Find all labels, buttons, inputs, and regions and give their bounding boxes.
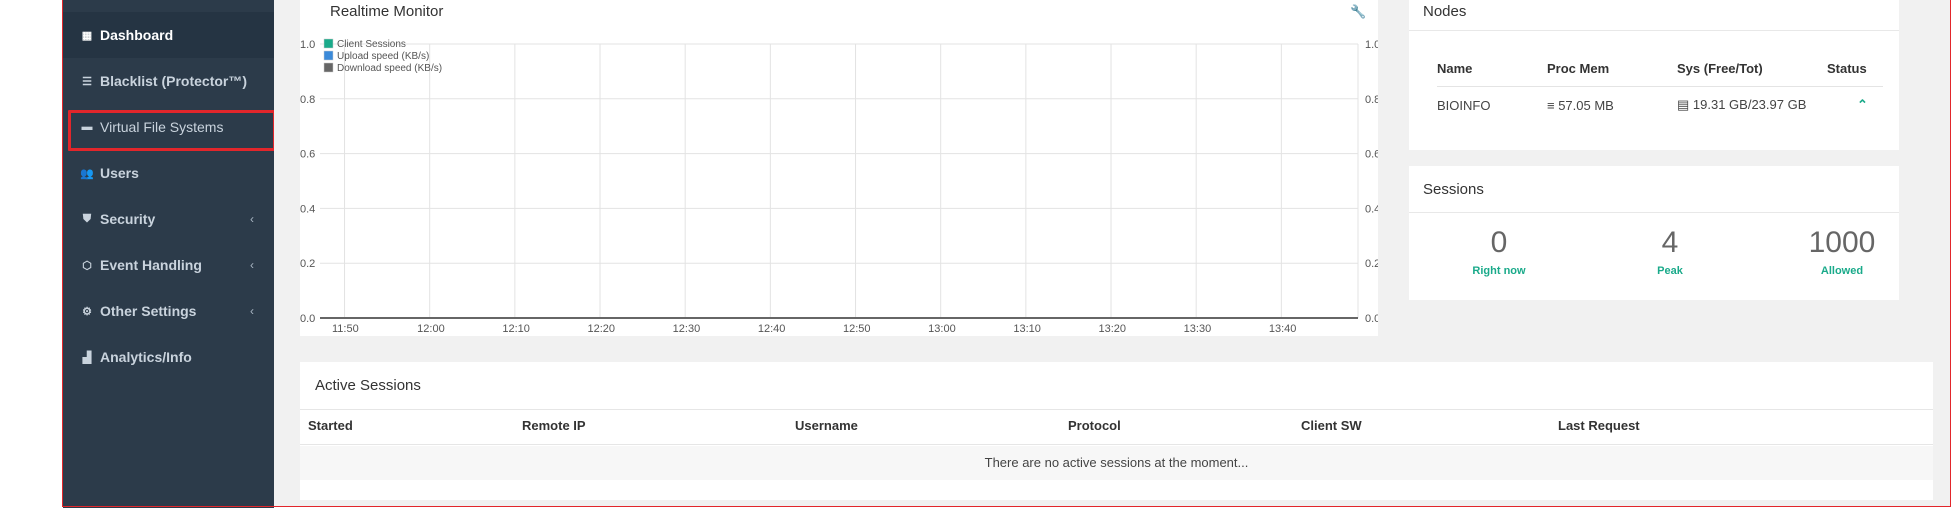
- x-tick-label: 13:30: [1184, 323, 1212, 335]
- y-tick-label-left: 0.0: [300, 313, 315, 325]
- list-icon: ☰: [82, 75, 92, 88]
- col-last-request: Last Request: [1558, 418, 1640, 433]
- x-tick-label: 12:00: [417, 323, 445, 335]
- sessions-allowed-value: 1000: [1808, 226, 1876, 259]
- col-proc-mem: Proc Mem: [1547, 60, 1610, 76]
- y-tick-label-right: 0.2: [1365, 258, 1378, 270]
- col-protocol: Protocol: [1068, 418, 1121, 433]
- nodes-table: Name Proc Mem Sys (Free/Tot) Status BIOI…: [1437, 50, 1883, 123]
- sessions-panel: Sessions 0 Right now 4 Peak 1000 Allowed: [1409, 166, 1899, 300]
- folder-icon: ▬: [81, 121, 93, 133]
- sidebar-item-virtual-file-systems[interactable]: ▬ Virtual File Systems: [63, 104, 274, 150]
- legend-label: Client Sessions: [337, 39, 406, 50]
- col-client-sw: Client SW: [1301, 418, 1362, 433]
- col-username: Username: [795, 418, 858, 433]
- x-tick-label: 12:30: [673, 323, 701, 335]
- node-proc-mem: 57.05 MB: [1558, 97, 1614, 113]
- sidebar-item-security[interactable]: ⛊ Security ‹: [63, 196, 274, 242]
- legend-swatch: [323, 38, 334, 49]
- panel-title: Active Sessions: [315, 377, 421, 394]
- col-sys: Sys (Free/Tot): [1677, 60, 1763, 76]
- sessions-now-label: Right now: [1472, 265, 1526, 277]
- panel-title: Realtime Monitor: [330, 3, 444, 20]
- table-row: BIOINFO ≡ 57.05 MB ▤ 19.31 GB/23.97 GB ⌃: [1437, 86, 1883, 123]
- x-tick-label: 13:40: [1269, 323, 1297, 335]
- sidebar-item-label: Users: [100, 165, 139, 181]
- server-icon: ▤: [1677, 97, 1693, 112]
- legend-label: Download speed (KB/s): [337, 63, 442, 74]
- sidebar-item-label: Dashboard: [100, 27, 174, 43]
- x-tick-label: 12:50: [843, 323, 871, 335]
- y-tick-label-left: 0.8: [300, 94, 315, 106]
- x-tick-label: 13:00: [928, 323, 956, 335]
- legend-swatch: [323, 50, 334, 61]
- y-tick-label-right: 1.0: [1365, 39, 1378, 51]
- x-tick-label: 12:20: [588, 323, 616, 335]
- users-icon: 👥: [80, 167, 94, 180]
- sidebar-item-dashboard[interactable]: ▦ Dashboard: [63, 12, 274, 58]
- sidebar-item-label: Analytics/Info: [100, 349, 192, 365]
- chevron-left-icon: ‹: [250, 304, 254, 318]
- realtime-monitor-panel: Realtime Monitor 🔧 0.0 0.2 0.4 0.6 0.8 1.0 0.…: [300, 0, 1378, 336]
- list-icon: ≡: [1547, 97, 1559, 113]
- sessions-peak-value: 4: [1661, 226, 1679, 259]
- dashboard-icon: ▦: [81, 29, 93, 42]
- legend-label: Upload speed (KB/s): [337, 51, 429, 62]
- y-tick-label-left: 0.6: [300, 149, 315, 161]
- sidebar-item-label: Other Settings: [100, 303, 197, 319]
- cube-icon: ⬡: [82, 259, 92, 272]
- sidebar-item-label: Blacklist (Protector™): [100, 73, 248, 89]
- sidebar-item-event-handling[interactable]: ⬡ Event Handling ‹: [63, 242, 274, 288]
- x-tick-label: 12:10: [502, 323, 530, 335]
- y-tick-label-right: 0.8: [1365, 94, 1378, 106]
- active-sessions-panel: Active Sessions Started Remote IP Userna…: [300, 362, 1933, 500]
- empty-sessions-message: There are no active sessions at the mome…: [300, 446, 1933, 480]
- y-tick-label-right: 0.6: [1365, 149, 1378, 161]
- sessions-now-value: 0: [1490, 226, 1508, 259]
- node-sys: 19.31 GB/23.97 GB: [1692, 97, 1807, 112]
- col-started: Started: [308, 418, 353, 433]
- legend-swatch: [323, 62, 334, 73]
- chevron-up-icon[interactable]: ⌃: [1827, 86, 1883, 123]
- sidebar-item-analytics[interactable]: ▟ Analytics/Info: [63, 334, 274, 380]
- chart-icon: ▟: [82, 351, 92, 364]
- y-tick-label-left: 1.0: [300, 39, 315, 51]
- sidebar-item-blacklist[interactable]: ☰ Blacklist (Protector™): [63, 58, 274, 104]
- sidebar-item-label: Security: [100, 211, 156, 227]
- col-status: Status: [1827, 60, 1867, 76]
- wrench-icon[interactable]: 🔧: [1350, 4, 1367, 19]
- y-tick-label-left: 0.2: [300, 258, 315, 270]
- panel-title: Sessions: [1423, 181, 1484, 198]
- y-tick-label-left: 0.4: [300, 203, 315, 215]
- y-tick-label-right: 0.4: [1365, 203, 1378, 215]
- col-name: Name: [1437, 60, 1473, 76]
- sidebar-item-label: Event Handling: [100, 257, 202, 273]
- sidebar-item-other-settings[interactable]: ⚙ Other Settings ‹: [63, 288, 274, 334]
- red-frame: [62, 0, 1951, 507]
- chevron-left-icon: ‹: [250, 258, 254, 272]
- sidebar-item-users[interactable]: 👥 Users: [63, 150, 274, 196]
- gears-icon: ⚙: [82, 305, 92, 318]
- sessions-allowed-label: Allowed: [1820, 265, 1864, 277]
- chevron-left-icon: ‹: [250, 212, 254, 226]
- sidebar-item-label: Virtual File Systems: [100, 119, 224, 135]
- sessions-peak-label: Peak: [1657, 265, 1683, 277]
- nodes-panel: Nodes Name Proc Mem Sys (Free/Tot) Statu…: [1409, 0, 1899, 150]
- sidebar: ▦ Dashboard ☰ Blacklist (Protector™) ▬ V…: [63, 0, 274, 508]
- node-name: BIOINFO: [1437, 86, 1547, 123]
- col-remote-ip: Remote IP: [522, 418, 586, 433]
- realtime-chart: 0.0 0.2 0.4 0.6 0.8 1.0 0.0 0.2 0.4 0.6 0.8 1.0 11…: [300, 38, 1378, 335]
- panel-title: Nodes: [1423, 3, 1467, 20]
- y-tick-label-right: 0.0: [1365, 313, 1378, 325]
- x-tick-label: 12:40: [758, 323, 786, 335]
- shield-icon: ⛊: [82, 212, 92, 225]
- x-tick-label: 11:50: [332, 323, 359, 335]
- x-tick-label: 13:10: [1013, 323, 1041, 335]
- x-tick-label: 13:20: [1099, 323, 1127, 335]
